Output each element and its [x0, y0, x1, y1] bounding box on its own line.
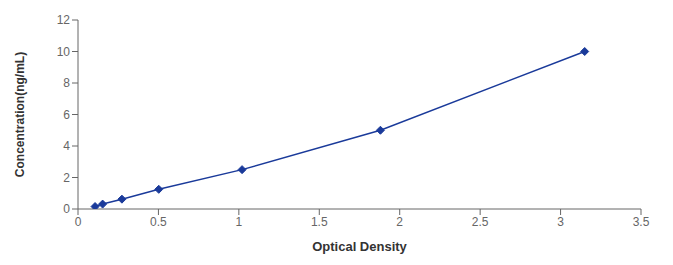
svg-text:1.5: 1.5	[311, 215, 328, 229]
svg-text:3.5: 3.5	[633, 215, 650, 229]
svg-text:3: 3	[557, 215, 564, 229]
svg-text:2.5: 2.5	[472, 215, 489, 229]
svg-text:Concentration(ng/mL): Concentration(ng/mL)	[13, 52, 27, 177]
svg-text:4: 4	[63, 139, 70, 153]
svg-text:10: 10	[57, 45, 71, 59]
svg-text:12: 12	[57, 13, 71, 27]
svg-text:6: 6	[63, 108, 70, 122]
svg-text:0: 0	[75, 215, 82, 229]
svg-text:2: 2	[63, 171, 70, 185]
svg-text:0: 0	[63, 202, 70, 216]
svg-text:1: 1	[236, 215, 243, 229]
svg-text:0.5: 0.5	[150, 215, 167, 229]
svg-text:2: 2	[396, 215, 403, 229]
svg-text:Optical Density: Optical Density	[312, 239, 407, 254]
svg-text:8: 8	[63, 76, 70, 90]
